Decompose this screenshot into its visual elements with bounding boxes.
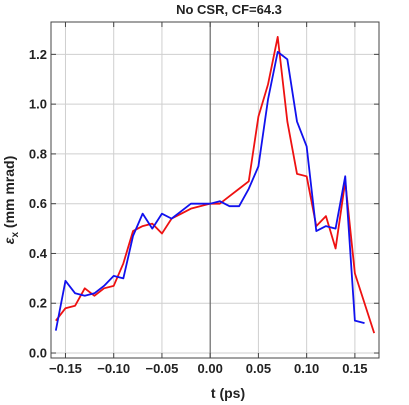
y-tick-label: 0.4 bbox=[29, 246, 48, 261]
x-tick-label: −0.15 bbox=[49, 361, 82, 376]
x-axis-label: t (ps) bbox=[211, 385, 245, 401]
x-tick-label: −0.10 bbox=[97, 361, 130, 376]
axis-ticks: −0.15 −0.10 −0.05 0.00 0.05 0.10 0.15 0.0 0.2 0.4… bbox=[29, 22, 379, 376]
y-axis-label: εx (mm mrad) bbox=[1, 156, 21, 245]
y-tick-label: 1.0 bbox=[29, 97, 47, 112]
series-line-1 bbox=[55, 36, 376, 334]
x-tick-label: 0.05 bbox=[246, 361, 271, 376]
chart-title: No CSR, CF=64.3 bbox=[176, 2, 282, 17]
plot-frame bbox=[50, 21, 380, 359]
x-tick-label: −0.05 bbox=[145, 361, 178, 376]
y-axis-label-symbol: ε bbox=[1, 237, 17, 244]
y-tick-label: 0.2 bbox=[29, 296, 47, 311]
series-layer bbox=[54, 36, 376, 334]
grid bbox=[51, 22, 379, 358]
y-tick-label: 0.8 bbox=[29, 146, 47, 161]
y-tick-label: 0.0 bbox=[29, 346, 47, 361]
y-tick-label: 0.6 bbox=[29, 196, 47, 211]
x-tick-label: 0.10 bbox=[294, 361, 319, 376]
x-tick-label: 0.15 bbox=[342, 361, 367, 376]
y-tick-label: 1.2 bbox=[29, 47, 47, 62]
y-axis-label-units: (mm mrad) bbox=[1, 156, 17, 232]
x-tick-label: 0.00 bbox=[198, 361, 223, 376]
series-line-2 bbox=[54, 50, 365, 331]
y-axis-label-subscript: x bbox=[10, 232, 21, 238]
